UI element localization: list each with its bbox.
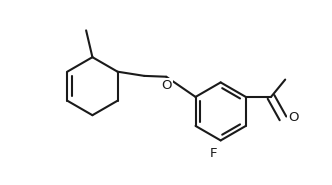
Text: O: O — [288, 111, 299, 124]
Text: F: F — [209, 147, 217, 159]
Text: O: O — [161, 80, 171, 92]
